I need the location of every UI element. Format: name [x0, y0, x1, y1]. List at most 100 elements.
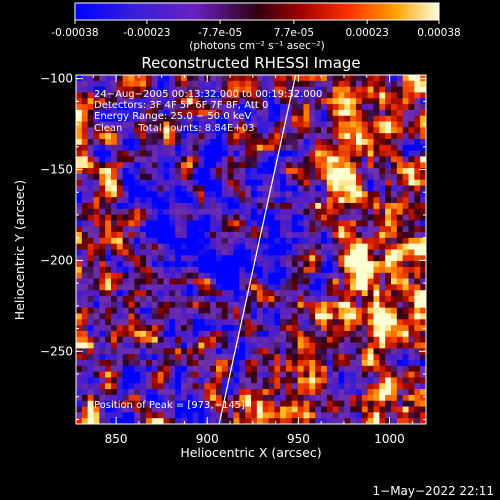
heatmap-cell: [379, 272, 386, 279]
heatmap-cell: [76, 284, 83, 291]
heatmap-cell: [163, 255, 170, 262]
heatmap-cell: [291, 325, 299, 332]
heatmap-cell: [210, 237, 217, 245]
heatmap-cell: [221, 307, 229, 314]
heatmap-cell: [408, 301, 415, 309]
heatmap-cell: [210, 284, 217, 291]
heatmap-cell: [116, 278, 124, 285]
heatmap-cell: [361, 202, 369, 210]
heatmap-cell: [338, 214, 345, 221]
heatmap-cell: [99, 98, 106, 105]
heatmap-cell: [402, 75, 409, 82]
heatmap-cell: [181, 296, 188, 303]
heatmap-cell: [169, 115, 176, 122]
heatmap-cell: [280, 319, 287, 326]
heatmap-cell: [204, 290, 211, 297]
heatmap-cell: [210, 109, 217, 117]
heatmap-cell: [233, 150, 240, 157]
heatmap-cell: [76, 243, 83, 250]
heatmap-cell: [350, 272, 357, 279]
heatmap-cell: [221, 133, 229, 140]
heatmap-cell: [268, 162, 275, 169]
heatmap-cell: [76, 197, 83, 204]
heatmap-cell: [210, 214, 217, 221]
heatmap-cell: [291, 365, 299, 373]
heatmap-cell: [338, 237, 345, 245]
heatmap-cell: [116, 383, 124, 390]
heatmap-cell: [140, 354, 147, 361]
heatmap-cell: [181, 80, 188, 88]
heatmap-cell: [175, 202, 182, 210]
heatmap-cell: [198, 371, 205, 378]
heatmap-cell: [262, 133, 269, 140]
heatmap-cell: [93, 214, 100, 221]
heatmap-cell: [385, 354, 392, 361]
heatmap-cell: [414, 226, 421, 233]
heatmap-cell: [105, 237, 112, 245]
heatmap-cell: [332, 138, 339, 146]
heatmap-cell: [116, 290, 124, 297]
heatmap-cell: [414, 115, 421, 122]
heatmap-cell: [181, 214, 188, 221]
heatmap-cell: [291, 115, 299, 122]
heatmap-cell: [297, 412, 304, 419]
heatmap-cell: [245, 121, 252, 128]
heatmap-cell: [402, 261, 409, 268]
heatmap-cell: [186, 226, 194, 233]
heatmap-cell: [227, 261, 234, 268]
heatmap-cell: [233, 377, 240, 384]
heatmap-cell: [256, 266, 264, 274]
heatmap-cell: [309, 377, 316, 384]
heatmap-cell: [111, 179, 118, 186]
heatmap-cell: [157, 360, 164, 367]
heatmap-cell: [420, 191, 426, 198]
heatmap-cell: [274, 284, 281, 291]
heatmap-cell: [76, 377, 83, 384]
heatmap-cell: [105, 156, 112, 163]
heatmap-cell: [151, 278, 159, 285]
heatmap-cell: [87, 150, 94, 157]
heatmap-cell: [116, 179, 124, 186]
heatmap-cell: [134, 133, 141, 140]
heatmap-cell: [402, 92, 409, 99]
heatmap-cell: [321, 342, 328, 349]
heatmap-cell: [303, 325, 310, 332]
heatmap-cell: [76, 115, 83, 122]
heatmap-cell: [414, 377, 421, 384]
heatmap-cell: [274, 319, 281, 326]
heatmap-cell: [111, 319, 118, 326]
heatmap-cell: [361, 115, 369, 122]
heatmap-cell: [128, 86, 135, 93]
heatmap-cell: [198, 348, 205, 355]
heatmap-cell: [373, 237, 380, 245]
heatmap-cell: [175, 365, 182, 373]
heatmap-cell: [408, 336, 415, 343]
heatmap-cell: [274, 104, 281, 111]
heatmap-cell: [198, 290, 205, 297]
heatmap-cell: [408, 121, 415, 128]
heatmap-cell: [134, 383, 141, 390]
heatmap-cell: [151, 360, 159, 367]
heatmap-cell: [251, 296, 258, 303]
heatmap-cell: [227, 389, 234, 396]
heatmap-cell: [134, 226, 141, 233]
heatmap-cell: [210, 342, 217, 349]
heatmap-cell: [151, 249, 159, 256]
heatmap-cell: [216, 400, 223, 407]
heatmap-cell: [175, 330, 182, 338]
heatmap-cell: [391, 156, 398, 163]
heatmap-cell: [379, 342, 386, 349]
heatmap-cell: [163, 133, 170, 140]
heatmap-cell: [391, 325, 398, 332]
heatmap-cell: [391, 109, 398, 117]
heatmap-cell: [379, 109, 386, 117]
heatmap-cell: [81, 127, 89, 134]
heatmap-cell: [356, 191, 363, 198]
heatmap-cell: [350, 307, 357, 314]
heatmap-cell: [151, 92, 159, 99]
heatmap-cell: [151, 150, 159, 157]
heatmap-cell: [391, 255, 398, 262]
heatmap-cell: [321, 296, 328, 303]
heatmap-cell: [151, 394, 159, 402]
heatmap-cell: [216, 92, 223, 99]
